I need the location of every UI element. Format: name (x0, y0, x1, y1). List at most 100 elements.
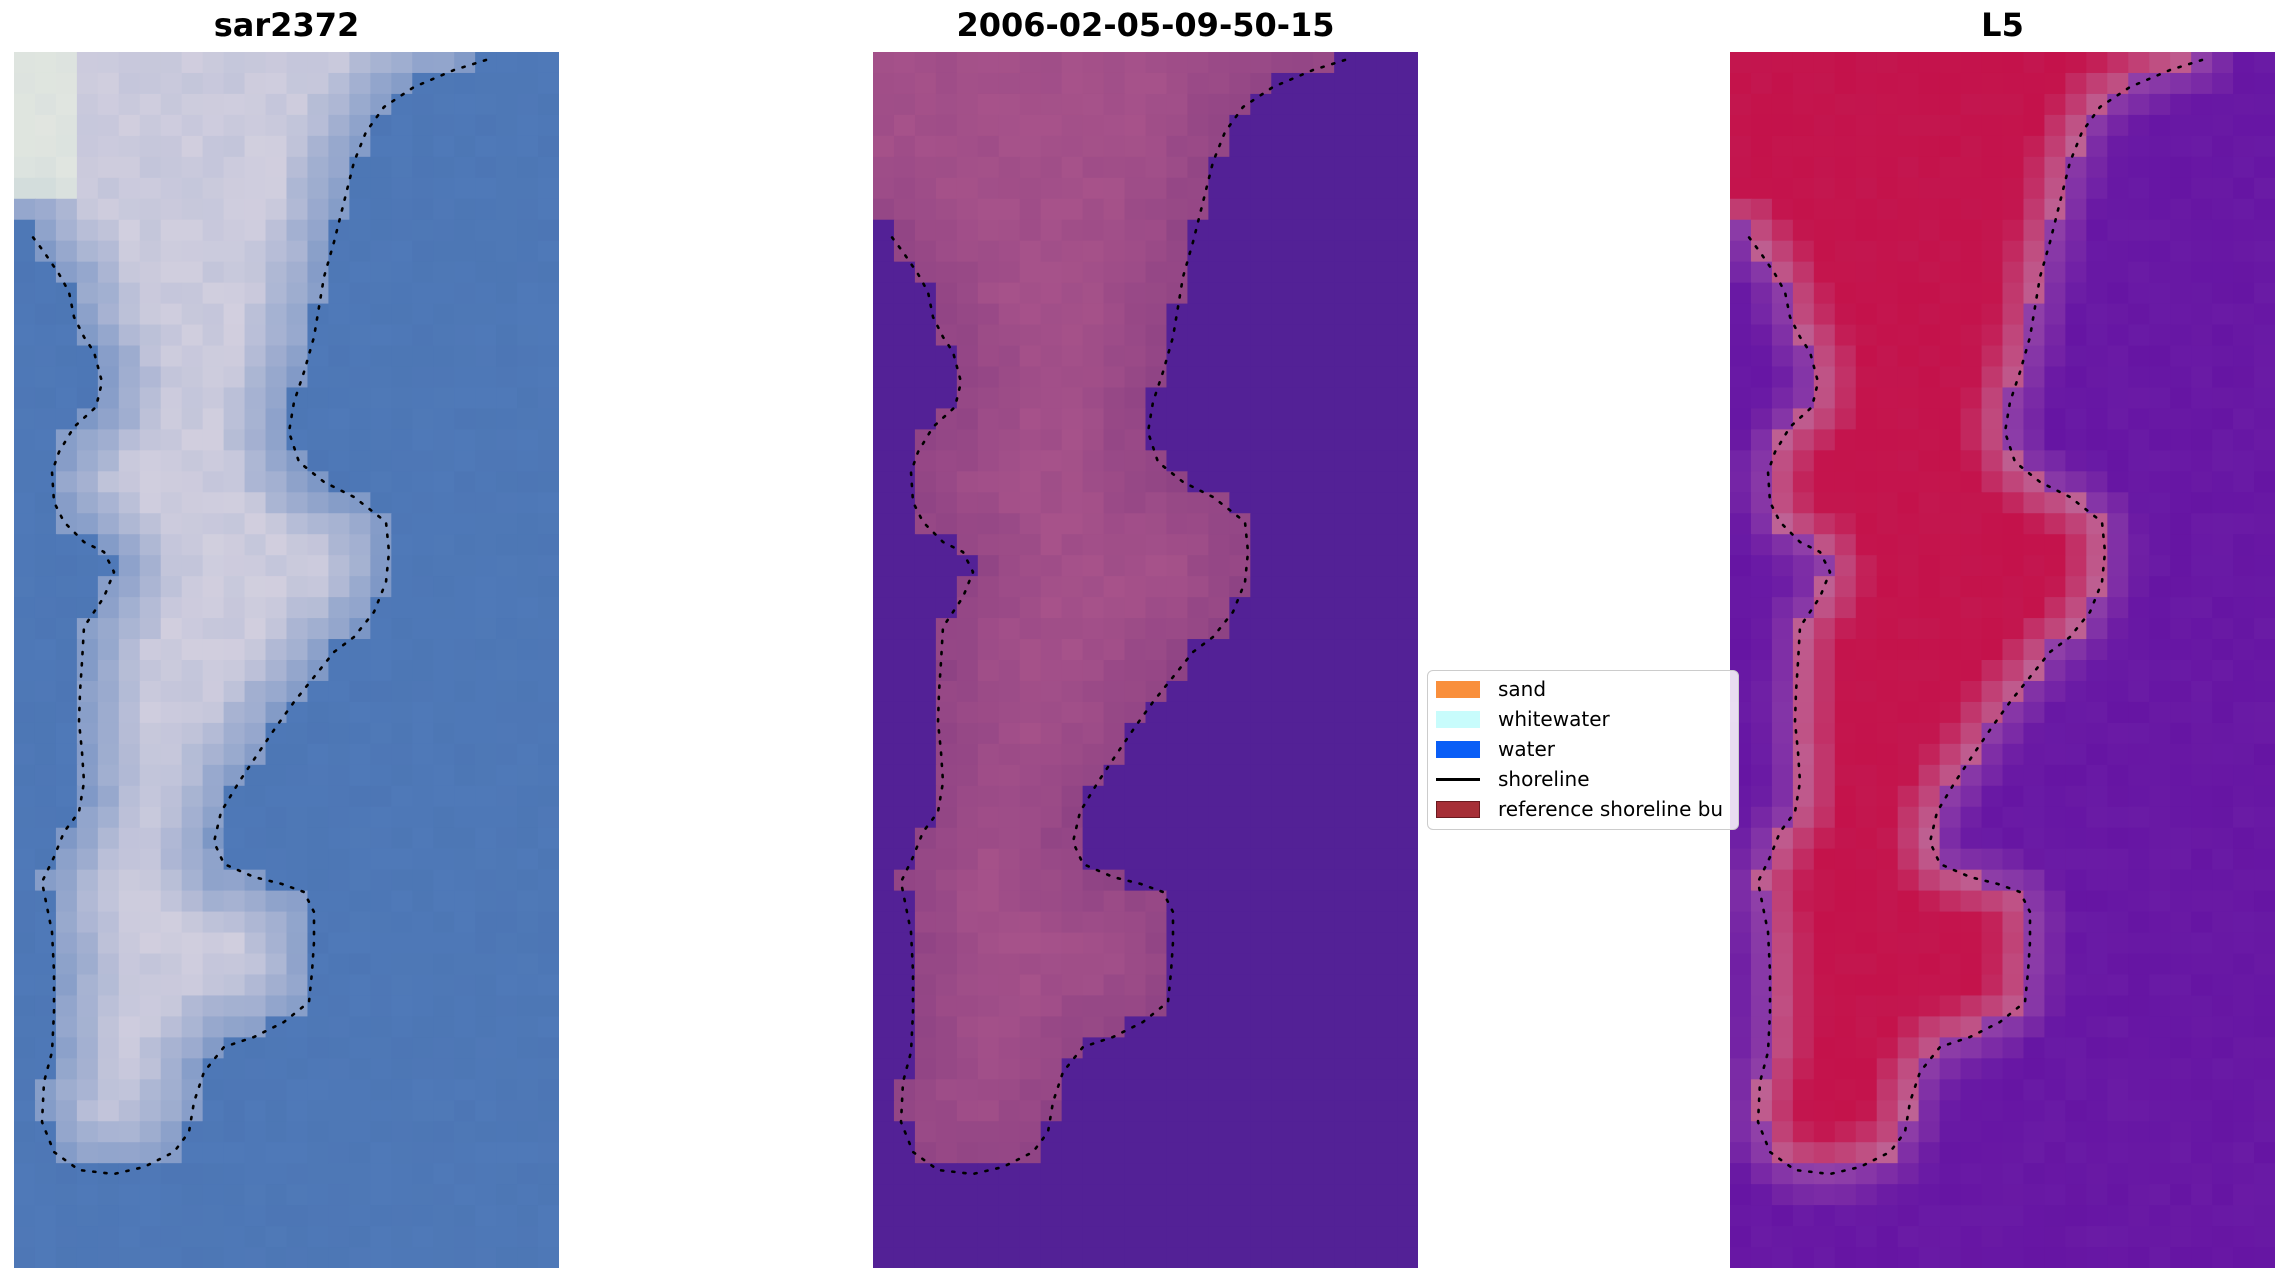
class-pixel (1061, 722, 1084, 745)
index-pixel (2191, 387, 2213, 410)
index-pixel (1730, 953, 1752, 976)
sar-pixel (139, 932, 162, 955)
sar-pixel (55, 911, 78, 934)
sar-pixel (328, 911, 350, 934)
sar-pixel (181, 827, 204, 850)
class-pixel (1397, 1121, 1418, 1143)
class-pixel (1376, 701, 1398, 724)
class-pixel (1397, 135, 1418, 158)
sar-pixel (160, 1205, 183, 1227)
index-pixel (1897, 387, 1920, 410)
class-pixel (1103, 1226, 1126, 1248)
class-pixel (977, 135, 1000, 158)
class-pixel (1271, 240, 1293, 263)
class-pixel (977, 387, 1000, 410)
index-pixel (1792, 597, 1815, 619)
index-pixel (2023, 72, 2046, 95)
index-pixel (2233, 701, 2255, 724)
index-pixel (2086, 156, 2108, 179)
sar-pixel (97, 387, 120, 410)
sar-pixel (517, 890, 539, 913)
index-pixel (2128, 680, 2150, 703)
class-pixel (1313, 345, 1335, 368)
index-pixel (1876, 1079, 1899, 1101)
class-pixel (1313, 932, 1335, 955)
sar-pixel (391, 1016, 413, 1038)
class-pixel (956, 135, 979, 158)
sar-pixel (454, 1205, 476, 1227)
sar-pixel (412, 701, 434, 724)
class-pixel (1082, 848, 1105, 871)
class-pixel (1145, 1100, 1168, 1122)
index-pixel (2191, 198, 2213, 221)
class-pixel (956, 1121, 979, 1143)
class-pixel (1208, 743, 1230, 766)
class-pixel (1334, 764, 1356, 787)
index-pixel (1730, 827, 1752, 850)
sar-pixel (34, 366, 57, 389)
class-pixel (1124, 387, 1147, 410)
sar-pixel (181, 1079, 204, 1101)
index-pixel (1730, 93, 1752, 116)
sar-pixel (433, 219, 455, 242)
index-pixel (2023, 450, 2046, 472)
class-pixel (1397, 513, 1418, 535)
index-pixel (1939, 93, 1962, 116)
index-pixel (2128, 261, 2150, 284)
index-pixel (2191, 869, 2213, 892)
class-pixel (1376, 1100, 1398, 1122)
index-pixel (1960, 1142, 1983, 1164)
index-pixel (1771, 869, 1794, 892)
class-pixel (1229, 1226, 1251, 1248)
class-pixel (1124, 177, 1147, 200)
index-pixel (2002, 93, 2025, 116)
class-pixel (1208, 345, 1230, 368)
index-pixel (2149, 156, 2171, 179)
class-pixel (873, 1079, 895, 1101)
class-pixel (1313, 534, 1335, 556)
index-pixel (1730, 932, 1752, 955)
index-pixel (1834, 114, 1857, 137)
sar-pixel (76, 1058, 99, 1080)
sar-pixel (14, 429, 36, 451)
sar-pixel (349, 324, 371, 347)
class-pixel (893, 597, 916, 619)
sar-pixel (34, 1142, 57, 1164)
index-pixel (2107, 1163, 2129, 1185)
class-pixel (1124, 639, 1147, 661)
class-pixel (1397, 1226, 1418, 1248)
class-pixel (998, 1163, 1021, 1185)
index-pixel (1876, 680, 1899, 703)
class-pixel (998, 576, 1021, 598)
sar-pixel (34, 597, 57, 619)
class-pixel (873, 743, 895, 766)
sar-pixel (538, 639, 559, 661)
class-pixel (998, 345, 1021, 368)
sar-pixel (118, 764, 141, 787)
class-pixel (893, 639, 916, 661)
sar-pixel (538, 52, 559, 74)
class-pixel (977, 1142, 1000, 1164)
sar-pixel (328, 848, 350, 871)
index-pixel (2086, 366, 2108, 389)
class-pixel (1187, 911, 1209, 934)
index-pixel (1918, 72, 1941, 95)
sar-pixel (496, 618, 518, 640)
class-pixel (1397, 764, 1418, 787)
class-pixel (1376, 1058, 1398, 1080)
sar-pixel (391, 911, 413, 934)
class-pixel (1040, 680, 1063, 703)
class-pixel (1061, 1016, 1084, 1038)
index-pixel (2107, 932, 2129, 955)
sar-pixel (517, 450, 539, 472)
index-pixel (2044, 974, 2066, 997)
sar-pixel (412, 911, 434, 934)
index-pixel (2149, 932, 2171, 955)
index-pixel (1960, 932, 1983, 955)
index-pixel (2128, 450, 2150, 472)
class-pixel (1292, 429, 1314, 451)
class-pixel (956, 1142, 979, 1164)
sar-pixel (286, 680, 309, 703)
index-pixel (1771, 429, 1794, 451)
sar-pixel (517, 387, 539, 410)
